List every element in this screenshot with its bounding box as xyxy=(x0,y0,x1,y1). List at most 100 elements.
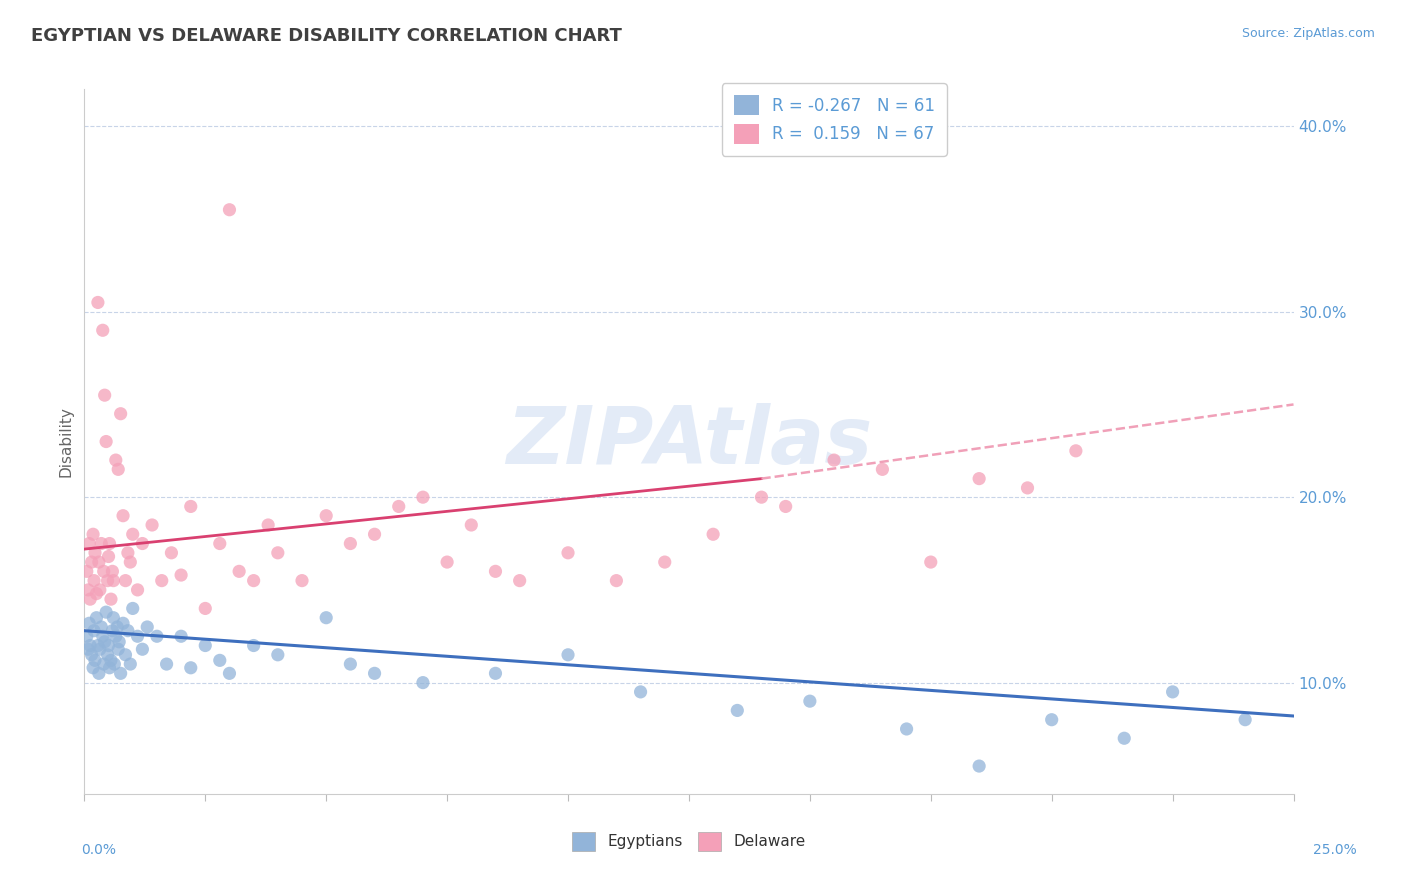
Point xyxy=(136,620,159,634)
Point xyxy=(363,666,385,681)
Point xyxy=(117,546,139,560)
Point xyxy=(121,601,143,615)
Point xyxy=(83,624,105,638)
Point xyxy=(484,666,506,681)
Point xyxy=(82,661,104,675)
Point xyxy=(114,574,136,588)
Point xyxy=(112,508,135,523)
Point xyxy=(1114,731,1136,746)
Point xyxy=(107,462,129,476)
Point xyxy=(89,582,111,597)
Point xyxy=(388,500,411,514)
Point xyxy=(141,518,163,533)
Point xyxy=(460,518,482,533)
Point xyxy=(90,620,112,634)
Point xyxy=(97,574,120,588)
Point xyxy=(100,653,122,667)
Point xyxy=(267,648,290,662)
Point xyxy=(702,527,724,541)
Point xyxy=(412,490,434,504)
Point xyxy=(112,616,135,631)
Point xyxy=(91,323,114,337)
Point xyxy=(339,657,361,671)
Point xyxy=(339,536,361,550)
Point xyxy=(110,666,132,681)
Point xyxy=(93,657,115,671)
Point xyxy=(557,546,579,560)
Point xyxy=(799,694,821,708)
Point xyxy=(86,586,108,600)
Point xyxy=(967,759,990,773)
Text: EGYPTIAN VS DELAWARE DISABILITY CORRELATION CHART: EGYPTIAN VS DELAWARE DISABILITY CORRELAT… xyxy=(31,27,621,45)
Point xyxy=(155,657,177,671)
Point xyxy=(484,565,506,579)
Point xyxy=(1234,713,1257,727)
Point xyxy=(127,629,149,643)
Point xyxy=(77,642,100,657)
Point xyxy=(100,592,122,607)
Point xyxy=(180,661,202,675)
Text: ZIPAtlas: ZIPAtlas xyxy=(506,402,872,481)
Point xyxy=(93,388,115,402)
Y-axis label: Disability: Disability xyxy=(58,406,73,477)
Point xyxy=(872,462,894,476)
Point xyxy=(98,536,121,550)
Point xyxy=(97,639,120,653)
Point xyxy=(775,500,797,514)
Point xyxy=(103,574,125,588)
Point xyxy=(104,453,127,467)
Point xyxy=(170,568,193,582)
Point xyxy=(76,629,98,643)
Point xyxy=(91,629,114,643)
Point xyxy=(208,653,231,667)
Point xyxy=(98,661,121,675)
Point xyxy=(1064,443,1087,458)
Point xyxy=(121,527,143,541)
Text: Source: ZipAtlas.com: Source: ZipAtlas.com xyxy=(1241,27,1375,40)
Point xyxy=(208,536,231,550)
Point xyxy=(127,582,149,597)
Point xyxy=(101,565,124,579)
Point xyxy=(104,629,127,643)
Point xyxy=(557,648,579,662)
Point xyxy=(920,555,942,569)
Point xyxy=(87,639,110,653)
Point xyxy=(605,574,627,588)
Point xyxy=(103,657,125,671)
Point xyxy=(77,582,100,597)
Point xyxy=(97,648,120,662)
Text: 25.0%: 25.0% xyxy=(1313,843,1357,857)
Point xyxy=(131,536,153,550)
Point xyxy=(87,666,110,681)
Point xyxy=(1017,481,1039,495)
Legend: Egyptians, Delaware: Egyptians, Delaware xyxy=(567,826,811,856)
Point xyxy=(1161,685,1184,699)
Point xyxy=(194,639,217,653)
Point xyxy=(97,549,120,564)
Point xyxy=(93,565,115,579)
Point xyxy=(315,508,337,523)
Point xyxy=(84,546,107,560)
Point xyxy=(242,639,264,653)
Point xyxy=(180,500,202,514)
Point xyxy=(114,648,136,662)
Point xyxy=(725,703,748,717)
Point xyxy=(654,555,676,569)
Point xyxy=(77,536,100,550)
Text: 0.0%: 0.0% xyxy=(82,843,117,857)
Point xyxy=(84,653,107,667)
Point xyxy=(93,635,115,649)
Point xyxy=(79,592,101,607)
Point xyxy=(80,555,103,569)
Point xyxy=(436,555,458,569)
Point xyxy=(160,546,183,560)
Point xyxy=(80,648,103,662)
Point xyxy=(77,616,100,631)
Point xyxy=(83,574,105,588)
Point xyxy=(94,605,117,619)
Point xyxy=(630,685,652,699)
Point xyxy=(363,527,385,541)
Point xyxy=(896,722,918,736)
Point xyxy=(76,565,98,579)
Point xyxy=(90,536,112,550)
